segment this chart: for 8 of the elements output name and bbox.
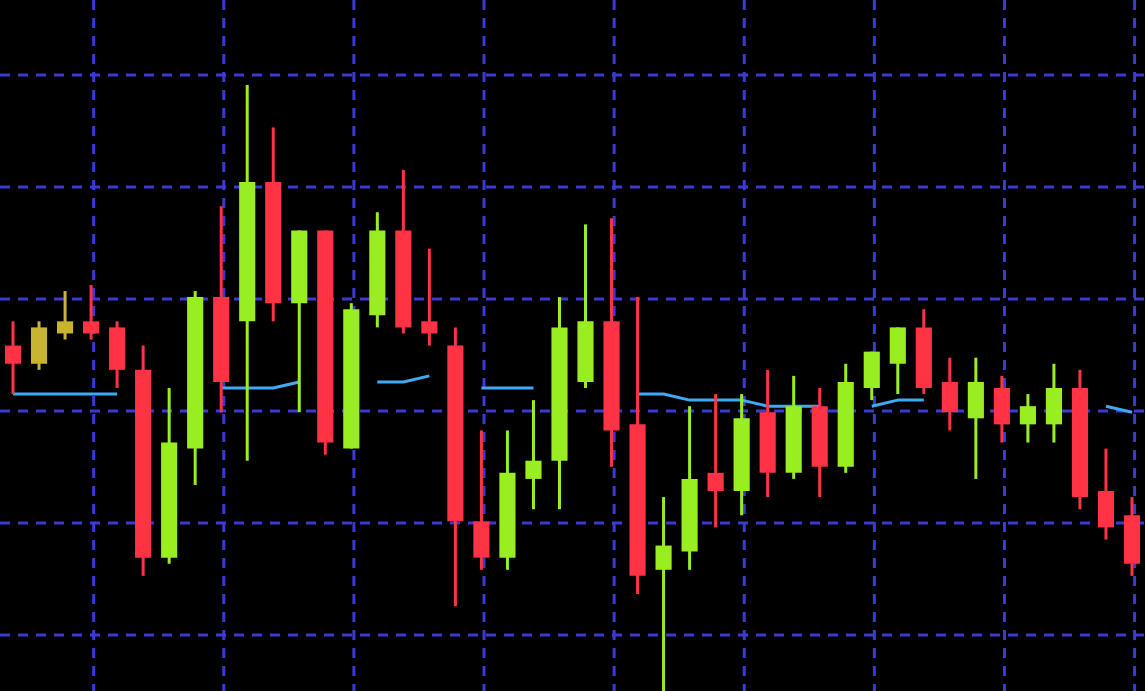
- candlestick: [525, 400, 542, 511]
- candlestick: [4, 321, 22, 396]
- candlestick: [655, 497, 672, 691]
- candlestick: [56, 291, 74, 340]
- candlestick: [83, 284, 100, 340]
- candlestick: [1019, 394, 1036, 443]
- candlestick: [707, 394, 724, 528]
- candlestick: [421, 248, 438, 346]
